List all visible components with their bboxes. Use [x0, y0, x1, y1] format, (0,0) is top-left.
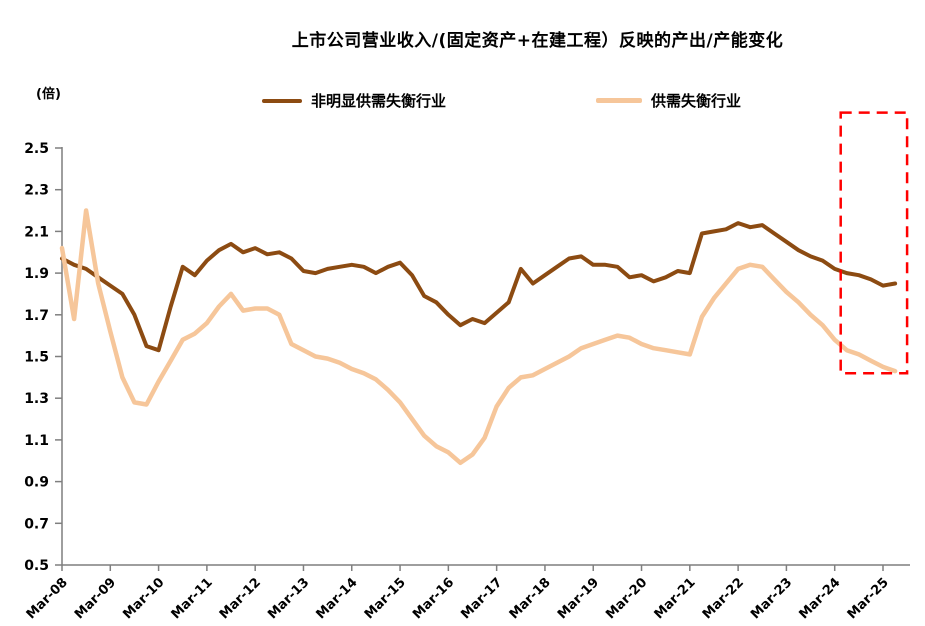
svg-text:Mar-25: Mar-25 — [845, 575, 892, 622]
svg-text:1.5: 1.5 — [24, 350, 49, 366]
svg-text:1.3: 1.3 — [24, 391, 49, 407]
svg-text:0.9: 0.9 — [24, 475, 49, 491]
svg-text:Mar-18: Mar-18 — [507, 575, 554, 622]
svg-text:Mar-15: Mar-15 — [362, 575, 409, 622]
svg-text:Mar-13: Mar-13 — [265, 575, 312, 622]
svg-text:0.7: 0.7 — [24, 516, 49, 532]
legend-label-imbalance: 供需失衡行业 — [651, 92, 742, 110]
svg-text:Mar-12: Mar-12 — [217, 575, 264, 622]
svg-text:2.3: 2.3 — [24, 183, 49, 199]
svg-text:2.5: 2.5 — [24, 141, 49, 157]
svg-text:2.1: 2.1 — [24, 224, 49, 240]
legend-item-non-imbalance: 非明显供需失衡行业 — [262, 90, 446, 111]
svg-text:Mar-16: Mar-16 — [410, 575, 457, 622]
svg-text:1.1: 1.1 — [24, 433, 49, 449]
svg-text:Mar-23: Mar-23 — [748, 575, 795, 622]
svg-text:0.5: 0.5 — [24, 558, 49, 574]
svg-text:1.7: 1.7 — [24, 308, 49, 324]
svg-text:Mar-20: Mar-20 — [603, 575, 650, 622]
svg-text:Mar-19: Mar-19 — [555, 575, 602, 622]
svg-text:Mar-10: Mar-10 — [120, 575, 167, 622]
legend-item-imbalance: 供需失衡行业 — [596, 90, 741, 111]
svg-text:Mar-24: Mar-24 — [796, 575, 843, 622]
svg-text:Mar-14: Mar-14 — [313, 575, 360, 622]
chart-title: 上市公司营业收入/(固定资产+在建工程）反映的产出/产能变化 — [291, 31, 784, 51]
svg-text:Mar-22: Mar-22 — [700, 575, 747, 622]
y-axis-unit-label: (倍) — [36, 87, 61, 102]
svg-text:Mar-21: Mar-21 — [652, 575, 699, 622]
legend-line-swatch-light-icon — [596, 98, 643, 103]
legend-line-swatch-dark-icon — [262, 98, 302, 103]
svg-text:Mar-09: Mar-09 — [72, 575, 119, 622]
legend: 非明显供需失衡行业 供需失衡行业 — [262, 90, 741, 111]
svg-text:1.9: 1.9 — [24, 266, 49, 282]
legend-label-non-imbalance: 非明显供需失衡行业 — [311, 92, 447, 110]
svg-text:Mar-11: Mar-11 — [169, 575, 216, 622]
svg-text:Mar-17: Mar-17 — [458, 575, 505, 622]
svg-text:Mar-08: Mar-08 — [24, 575, 71, 622]
